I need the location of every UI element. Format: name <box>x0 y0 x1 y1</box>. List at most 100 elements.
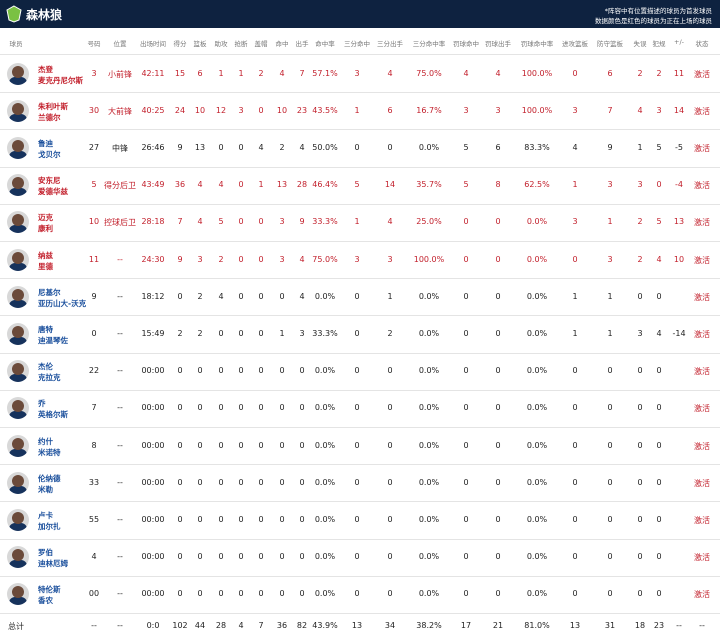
team-title: 森林狼 <box>26 8 63 22</box>
stat-cell: 7 <box>607 105 613 115</box>
column-header: 三分命中 <box>344 40 370 48</box>
stat-cell: 1 <box>637 143 643 152</box>
stat-cell: 7 <box>299 68 305 78</box>
total-cell: -- <box>699 621 705 630</box>
stat-cell: 0 <box>177 440 183 450</box>
player-avatar <box>7 360 29 383</box>
stat-cell: 100.0% <box>521 105 553 115</box>
player-avatar <box>7 434 29 457</box>
stat-cell: 0 <box>463 366 469 376</box>
total-cell: -- <box>117 621 123 630</box>
stat-cell: 激活 <box>694 292 710 302</box>
stat-cell: 30 <box>88 105 100 115</box>
stat-cell: 0 <box>354 329 360 338</box>
stat-cell: -4 <box>675 180 683 190</box>
stat-cell: 1 <box>607 291 613 301</box>
stat-cell: 0.0% <box>418 329 440 338</box>
stat-cell: 0 <box>238 552 244 562</box>
stat-cell: 12 <box>215 105 227 115</box>
stat-cell: 0 <box>177 403 183 413</box>
stat-cell: 0 <box>572 589 578 599</box>
player-name: 卢卡 <box>38 511 53 520</box>
stat-cell: 0 <box>218 366 224 376</box>
stat-cell: 0 <box>463 440 469 450</box>
stat-cell: 0 <box>354 143 360 152</box>
header-bar: 森林狼 *阵容中有位置描述的球员为首发球员 数据颜色是红色的球员为正在上场的球员 <box>0 0 720 28</box>
stat-cell: 50.0% <box>312 143 338 152</box>
stat-cell: 激活 <box>694 255 710 265</box>
stat-cell: 22 <box>88 366 100 376</box>
column-header: 状态 <box>695 40 709 48</box>
player-name: 加尔扎 <box>38 522 61 531</box>
stat-cell: -- <box>117 515 123 524</box>
stat-cell: 00:00 <box>141 440 165 450</box>
divider <box>0 389 720 391</box>
stat-cell: 0 <box>387 440 393 450</box>
stat-cell: 0 <box>238 440 244 450</box>
stat-cell: 0 <box>197 366 203 376</box>
divider <box>0 278 720 280</box>
stat-cell: 9 <box>177 254 183 264</box>
stat-cell: 5 <box>354 180 360 190</box>
stat-cell: 4 <box>218 180 224 190</box>
stat-cell: 0 <box>387 552 393 562</box>
player-avatar <box>7 323 29 345</box>
stat-cell: 0 <box>495 329 501 338</box>
total-cell: -- <box>91 621 97 630</box>
stat-cell: 0 <box>299 403 305 413</box>
stat-cell: 28 <box>296 180 308 190</box>
stat-cell: 2 <box>637 217 643 227</box>
stat-cell: 0 <box>387 403 393 413</box>
stat-cell: 1 <box>572 291 578 301</box>
stat-cell: 0 <box>656 515 662 524</box>
player-name: 兰德尔 <box>38 112 61 122</box>
stat-cell: 0.0% <box>314 589 336 599</box>
stat-cell: 10 <box>673 254 685 264</box>
stat-cell: 0.0% <box>418 477 440 487</box>
divider <box>0 203 720 205</box>
stat-cell: 1 <box>607 329 613 338</box>
player-name: 安东尼 <box>38 176 61 186</box>
stat-cell: 0 <box>495 217 501 227</box>
divider <box>0 166 720 168</box>
player-avatar <box>7 509 29 531</box>
note: *阵容中有位置描述的球员为首发球员 <box>604 7 712 15</box>
stat-cell: 4 <box>387 68 393 78</box>
stat-cell: 0 <box>463 329 469 338</box>
player-name: 克拉克 <box>38 373 61 383</box>
stat-cell: 0 <box>607 552 613 562</box>
player-avatar <box>7 471 29 494</box>
column-header: 犯规 <box>652 40 666 48</box>
stat-cell: 4 <box>197 180 203 190</box>
stat-cell: 0 <box>607 366 613 376</box>
total-cell: 36 <box>276 621 288 630</box>
player-name: 杰登 <box>38 64 53 74</box>
column-header: 抢断 <box>234 40 248 48</box>
stat-cell: 0 <box>637 515 643 524</box>
column-header: 出手 <box>295 40 309 48</box>
stat-cell: 0 <box>637 477 643 487</box>
stat-cell: 1 <box>387 291 393 301</box>
total-cell: 4 <box>238 621 244 630</box>
stat-cell: 3 <box>637 329 643 338</box>
stat-cell: 3 <box>279 217 285 227</box>
stat-cell: 0.0% <box>418 366 440 376</box>
stat-cell: 0 <box>607 515 613 524</box>
player-name: 朱利叶斯 <box>38 101 68 111</box>
stat-cell: 0 <box>495 515 501 524</box>
stat-cell: 激活 <box>694 106 710 116</box>
column-header: 防守篮板 <box>597 40 623 48</box>
stat-cell: 激活 <box>694 69 710 79</box>
player-name: 米勒 <box>38 484 53 494</box>
team-logo <box>6 5 22 23</box>
stat-cell: 0 <box>238 403 244 413</box>
stat-cell: 62.5% <box>524 180 550 190</box>
stat-cell: 2 <box>656 68 662 78</box>
stat-cell: 0 <box>463 291 469 301</box>
stat-cell: 0 <box>495 254 501 264</box>
totals-label: 总计 <box>8 622 24 631</box>
stat-cell: 3 <box>637 180 643 190</box>
stat-cell: 3 <box>607 254 613 264</box>
stat-cell: 27 <box>88 143 100 152</box>
player-name: 迪林厄姆 <box>38 559 68 569</box>
